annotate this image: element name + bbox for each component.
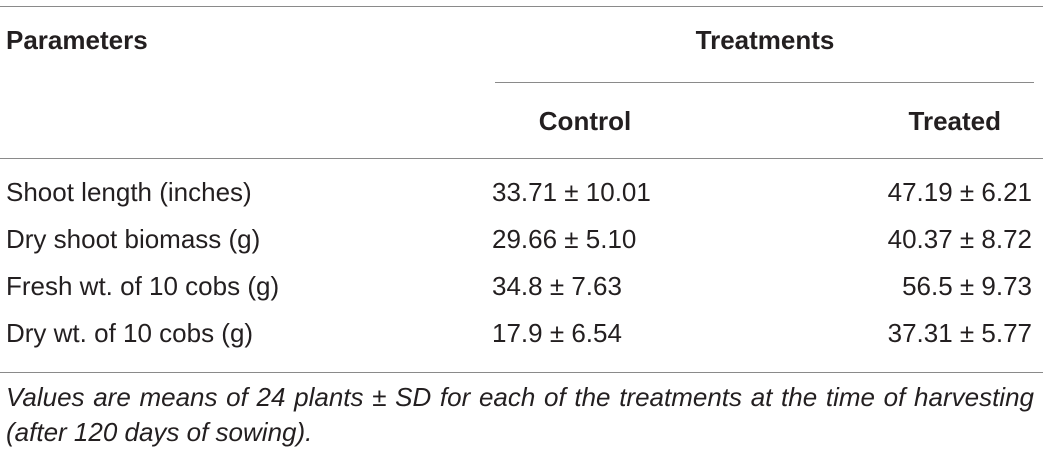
cell: 17.9 ± 6.54 [492,318,622,348]
cell: 40.37 ± 8.72 [888,224,1032,254]
cell: 33.71 ± 10.01 [492,177,651,207]
header-cell: Treated [909,106,1002,136]
cell: 34.8 ± 7.63 [492,271,622,301]
header-cell: Control [539,106,631,136]
cell: 29.66 ± 5.10 [492,224,636,254]
cell: 37.31 ± 5.77 [888,318,1032,348]
header-cell: Treatments [696,25,835,55]
cell: Shoot length (inches) [6,177,252,207]
cell: Dry shoot biomass (g) [6,224,260,254]
header-cell: Parameters [6,25,148,55]
footnote: Values are means of 24 plants ± SD for e… [6,382,1034,447]
table: Parameters Treatments Control Treated Sh… [0,6,1043,373]
cell: 56.5 ± 9.73 [902,271,1032,301]
cell: Fresh wt. of 10 cobs (g) [6,271,279,301]
cell: 47.19 ± 6.21 [888,177,1032,207]
cell: Dry wt. of 10 cobs (g) [6,318,253,348]
